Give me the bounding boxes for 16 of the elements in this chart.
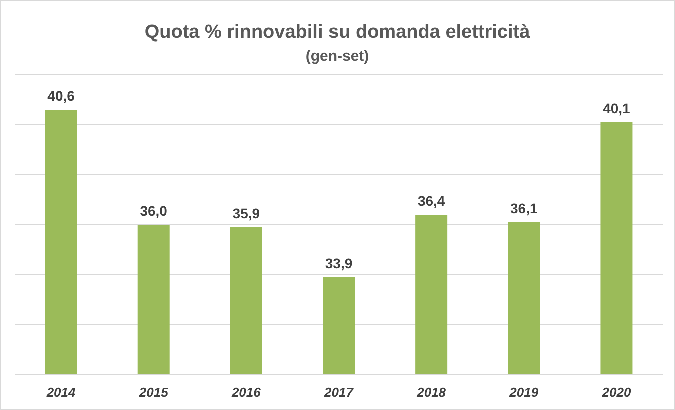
- data-label: 40,1: [603, 100, 631, 116]
- data-label: 35,9: [232, 206, 260, 222]
- chart-title: Quota % rinnovabili su domanda elettricità: [144, 22, 531, 43]
- chart-subtitle: (gen-set): [306, 48, 370, 65]
- x-tick-label: 2014: [46, 385, 77, 400]
- data-label: 33,9: [325, 256, 353, 272]
- data-label: 40,6: [48, 88, 76, 104]
- x-tick-label: 2015: [138, 385, 170, 400]
- data-label: 36,1: [510, 200, 538, 216]
- x-tick-label: 2018: [416, 385, 447, 400]
- data-label: 36,0: [140, 203, 168, 219]
- data-label: 36,4: [418, 193, 446, 209]
- x-tick-label: 2016: [230, 385, 262, 400]
- x-tick-label: 2019: [508, 385, 540, 400]
- x-tick-label: 2020: [601, 385, 632, 400]
- x-tick-label: 2017: [324, 385, 354, 400]
